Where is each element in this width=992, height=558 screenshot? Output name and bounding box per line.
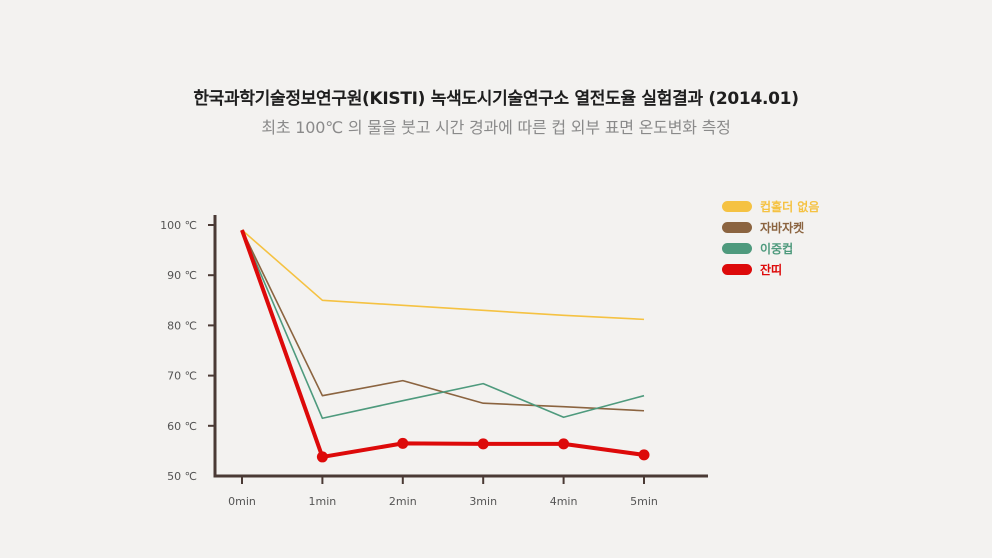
legend-swatch — [722, 243, 752, 254]
x-tick-label: 2min — [389, 495, 417, 508]
legend-label: 잔띠 — [760, 263, 783, 277]
x-tick-label: 0min — [228, 495, 256, 508]
x-tick-label: 1min — [309, 495, 337, 508]
legend-item: 컵홀더 없음 — [722, 196, 819, 217]
series-line-3 — [241, 229, 645, 420]
series-line-2 — [241, 229, 645, 412]
series-point — [397, 437, 409, 449]
legend-swatch — [722, 222, 752, 233]
series-point — [558, 438, 570, 450]
series-point — [477, 438, 489, 450]
x-tick-label: 4min — [550, 495, 578, 508]
chart-subtitle: 최초 100℃ 의 물을 붓고 시간 경과에 따른 컵 외부 표면 온도변화 측… — [261, 118, 731, 137]
legend-label: 자바자켓 — [760, 221, 805, 235]
x-tick-label: 3min — [469, 495, 497, 508]
series-line-4 — [240, 229, 645, 459]
y-tick-label: 50 ℃ — [167, 470, 197, 483]
legend-swatch — [722, 264, 752, 275]
legend-label: 이중컵 — [760, 242, 794, 256]
y-tick-label: 100 ℃ — [160, 219, 197, 232]
series-point — [638, 449, 650, 461]
series-line-1 — [241, 229, 645, 321]
chart-title: 한국과학기술정보연구원(KISTI) 녹색도시기술연구소 열전도율 실험결과 (… — [193, 89, 799, 109]
legend-item: 이중컵 — [722, 238, 819, 259]
y-tick-label: 80 ℃ — [167, 319, 197, 332]
legend-swatch — [722, 201, 752, 212]
x-tick-label: 5min — [630, 495, 658, 508]
y-tick-label: 70 ℃ — [167, 370, 197, 383]
y-tick-label: 60 ℃ — [167, 420, 197, 433]
legend-label: 컵홀더 없음 — [760, 200, 820, 214]
y-tick-label: 90 ℃ — [167, 269, 197, 282]
series-point — [316, 451, 328, 463]
legend-item: 자바자켓 — [722, 217, 819, 238]
legend-item: 잔띠 — [722, 259, 819, 280]
